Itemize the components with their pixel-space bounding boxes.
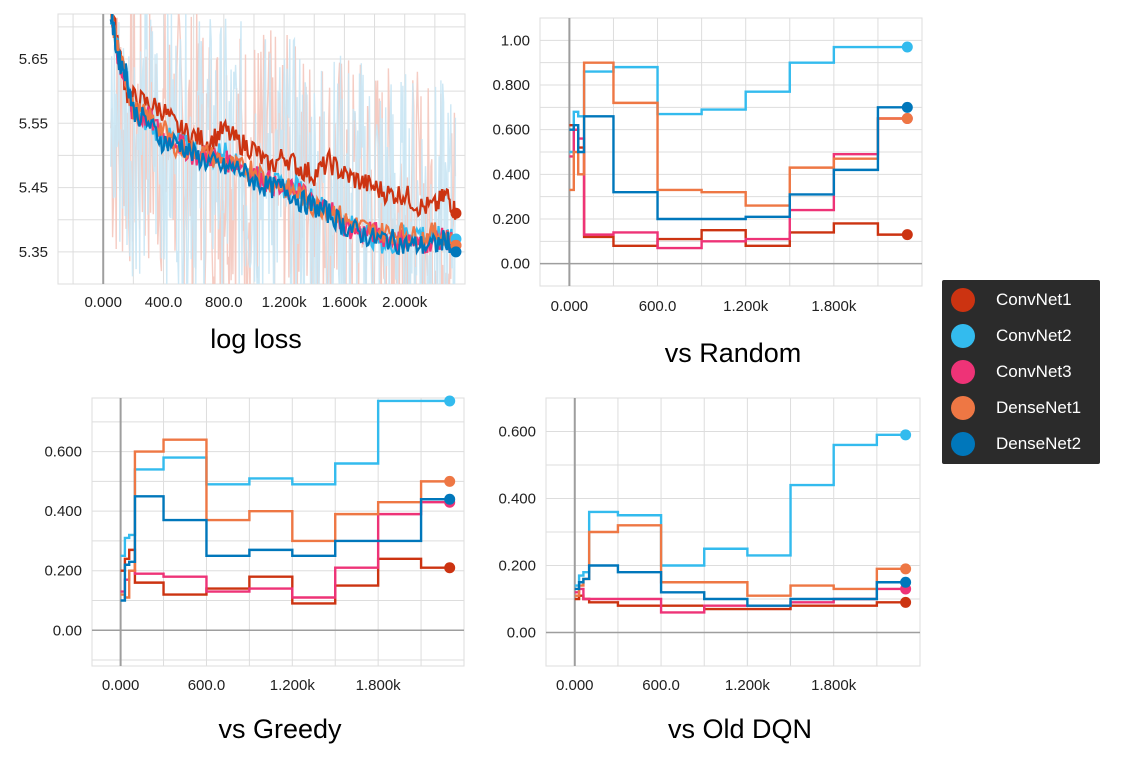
series-line-densenet2 bbox=[569, 106, 908, 221]
x-tick-label: 0.000 bbox=[84, 294, 122, 311]
y-tick-label: 0.600 bbox=[44, 444, 82, 461]
series-line-convnet1 bbox=[574, 594, 906, 611]
series-line-densenet1 bbox=[574, 524, 906, 597]
plot-area bbox=[569, 45, 908, 250]
series-endpoint-convnet2 bbox=[900, 429, 912, 441]
panel-caption: log loss bbox=[210, 324, 302, 354]
legend-dot-densenet1 bbox=[951, 396, 975, 420]
legend-item-convnet2: ConvNet2 bbox=[942, 318, 1100, 354]
y-tick-label: 0.400 bbox=[498, 491, 536, 508]
series-endpoint-convnet1 bbox=[901, 229, 913, 241]
series-line-densenet2 bbox=[574, 564, 906, 607]
y-tick-label: 0.00 bbox=[53, 622, 82, 639]
series-line-convnet1 bbox=[569, 124, 908, 247]
x-tick-label: 600.0 bbox=[188, 677, 226, 694]
plot-frame bbox=[57, 13, 466, 285]
series-line-densenet1 bbox=[120, 438, 450, 599]
series-line-convnet3 bbox=[569, 117, 908, 250]
series-line-convnet1 bbox=[120, 548, 450, 605]
panel-3: 0.00 0.200 0.400 0.600 0.000 600.0 1.200k 1.800… bbox=[498, 397, 921, 744]
x-tick-label: 2.000k bbox=[382, 294, 428, 311]
plot-area bbox=[109, 14, 458, 284]
plot-frame bbox=[539, 17, 923, 287]
noise-line bbox=[110, 14, 457, 284]
y-tick-label: 5.55 bbox=[19, 115, 48, 132]
x-tick-label: 1.200k bbox=[725, 677, 771, 694]
series-endpoint-densenet1 bbox=[900, 563, 912, 575]
y-tick-label: 5.45 bbox=[19, 180, 48, 197]
x-tick-label: 800.0 bbox=[205, 294, 243, 311]
x-tick-label: 1.600k bbox=[322, 294, 368, 311]
x-tick-label: 1.200k bbox=[723, 298, 769, 315]
legend-dot-densenet2 bbox=[951, 432, 975, 456]
plot-frame bbox=[545, 397, 921, 667]
legend-dot-convnet2 bbox=[951, 324, 975, 348]
legend-dot-convnet1 bbox=[951, 288, 975, 312]
plot-area bbox=[120, 399, 450, 605]
series-line-densenet1 bbox=[569, 61, 908, 207]
series-endpoint-convnet2 bbox=[901, 41, 913, 53]
y-tick-label: 0.400 bbox=[492, 166, 530, 183]
plot-area bbox=[574, 433, 906, 614]
x-tick-label: 0.000 bbox=[551, 298, 589, 315]
panel-caption: vs Greedy bbox=[218, 714, 342, 744]
legend-label-convnet3: ConvNet3 bbox=[996, 362, 1072, 381]
y-tick-label: 0.200 bbox=[498, 558, 536, 575]
series-endpoint-densenet1 bbox=[901, 113, 913, 124]
x-tick-label: 600.0 bbox=[639, 298, 677, 315]
y-tick-label: 0.400 bbox=[44, 503, 82, 520]
y-tick-label: 5.35 bbox=[19, 244, 48, 261]
x-tick-label: 0.000 bbox=[556, 677, 594, 694]
series-line-convnet2 bbox=[120, 399, 450, 558]
legend-item-convnet1: ConvNet1 bbox=[942, 282, 1100, 318]
y-tick-label: 1.00 bbox=[501, 32, 530, 49]
series-line-densenet2 bbox=[109, 14, 458, 256]
legend-dot-convnet3 bbox=[951, 360, 975, 384]
series-endpoint-convnet1 bbox=[450, 207, 462, 219]
series-line-densenet2 bbox=[120, 495, 450, 602]
panel-caption: vs Old DQN bbox=[668, 714, 812, 744]
x-tick-label: 1.800k bbox=[356, 677, 402, 694]
legend-label-convnet2: ConvNet2 bbox=[996, 326, 1072, 345]
y-tick-label: 0.200 bbox=[44, 563, 82, 580]
panel-caption: vs Random bbox=[665, 338, 802, 368]
series-endpoint-densenet2 bbox=[444, 493, 456, 505]
y-tick-label: 0.00 bbox=[501, 256, 530, 273]
x-tick-label: 1.200k bbox=[262, 294, 308, 311]
legend-item-densenet2: DenseNet2 bbox=[942, 426, 1100, 462]
y-tick-label: 0.800 bbox=[492, 77, 530, 94]
x-tick-label: 1.800k bbox=[811, 298, 857, 315]
series-endpoint-densenet1 bbox=[444, 475, 456, 487]
legend: ConvNet1 ConvNet2 ConvNet3 DenseNet1 Den… bbox=[942, 280, 1100, 464]
y-tick-label: 0.00 bbox=[507, 625, 536, 642]
series-endpoint-convnet1 bbox=[444, 562, 456, 574]
y-tick-label: 0.600 bbox=[498, 424, 536, 441]
x-tick-label: 1.200k bbox=[270, 677, 316, 694]
series-endpoint-convnet1 bbox=[900, 596, 912, 608]
x-tick-label: 0.000 bbox=[102, 677, 140, 694]
plot-frame bbox=[91, 397, 465, 667]
series-line-convnet2 bbox=[574, 433, 906, 587]
legend-label-convnet1: ConvNet1 bbox=[996, 290, 1072, 309]
series-endpoint-densenet2 bbox=[901, 101, 913, 113]
series-endpoint-convnet2 bbox=[444, 395, 456, 407]
legend-item-convnet3: ConvNet3 bbox=[942, 354, 1100, 390]
x-tick-label: 400.0 bbox=[145, 294, 183, 311]
y-tick-label: 0.600 bbox=[492, 122, 530, 139]
series-endpoint-densenet2 bbox=[900, 576, 912, 588]
x-tick-label: 600.0 bbox=[642, 677, 680, 694]
panel-0: 5.35 5.45 5.55 5.65 0.000 400.0 800.0 1.200k 1.6… bbox=[19, 13, 466, 354]
panel-1: 0.00 0.200 0.400 0.600 0.800 1.00 0.000 600.0 1.… bbox=[492, 17, 923, 368]
series-endpoint-densenet2 bbox=[450, 246, 462, 258]
y-tick-label: 0.200 bbox=[492, 211, 530, 228]
legend-label-densenet2: DenseNet2 bbox=[996, 434, 1082, 453]
legend-item-densenet1: DenseNet1 bbox=[942, 390, 1100, 426]
legend-label-densenet1: DenseNet1 bbox=[996, 398, 1082, 417]
panel-2: 0.00 0.200 0.400 0.600 0.000 600.0 1.200k 1.800… bbox=[44, 395, 465, 744]
y-tick-label: 5.65 bbox=[19, 51, 48, 68]
x-tick-label: 1.800k bbox=[811, 677, 857, 694]
